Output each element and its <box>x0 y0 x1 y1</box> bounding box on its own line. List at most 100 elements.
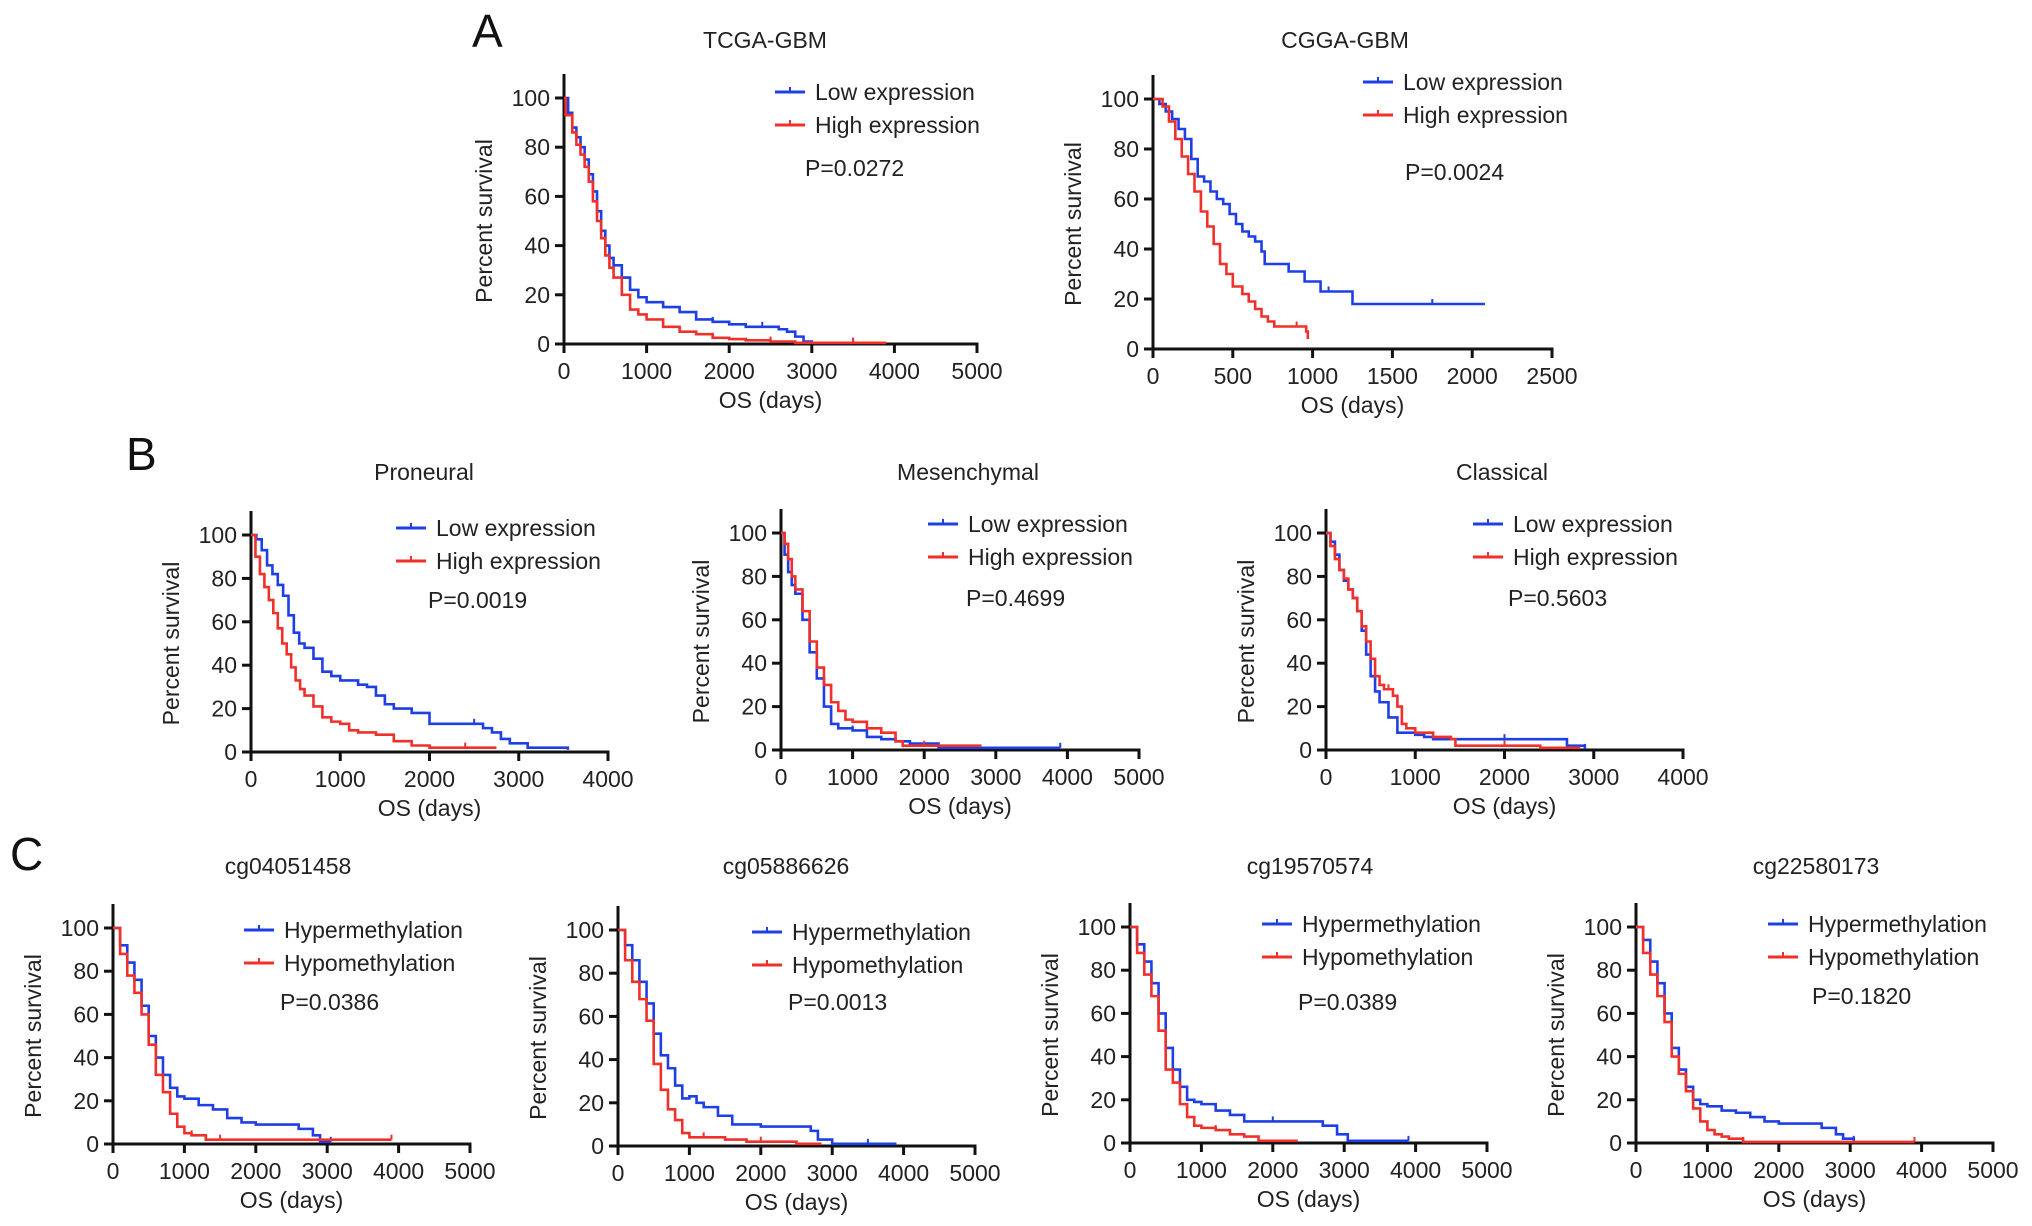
km-curve-red <box>618 928 822 1146</box>
y-tick-label: 60 <box>1113 186 1139 212</box>
x-tick-label: 3000 <box>970 764 1021 790</box>
y-axis-label: Percent survival <box>688 560 714 724</box>
km-curve-blue <box>564 96 854 345</box>
x-tick-label: 3000 <box>1825 1157 1876 1183</box>
y-tick-label: 80 <box>1113 136 1139 162</box>
y-tick-label: 60 <box>1596 1000 1622 1026</box>
x-tick-label: 500 <box>1214 363 1252 389</box>
x-axis-label: OS (days) <box>745 1189 849 1215</box>
x-tick-label: 0 <box>1320 764 1333 790</box>
y-tick-label: 100 <box>61 915 99 941</box>
x-tick-label: 5000 <box>444 1158 495 1184</box>
x-tick-label: 2500 <box>1526 363 1577 389</box>
y-tick-label: 80 <box>1090 957 1116 983</box>
y-axis-label: Percent survival <box>1233 560 1259 724</box>
panel-letter-b: B <box>126 428 157 480</box>
km-curve-red <box>1326 531 1581 750</box>
y-tick-label: 80 <box>73 958 99 984</box>
y-tick-label: 0 <box>1299 737 1312 763</box>
y-tick-label: 100 <box>1078 914 1116 940</box>
y-tick-label: 60 <box>578 1003 604 1029</box>
legend-label: Low expression <box>968 511 1128 537</box>
panel-letter-a: A <box>472 5 503 57</box>
y-tick-label: 20 <box>1596 1087 1622 1113</box>
x-axis-label: OS (days) <box>378 795 482 821</box>
y-tick-label: 40 <box>578 1047 604 1073</box>
p-value-label: P=0.0389 <box>1298 989 1397 1015</box>
x-tick-label: 0 <box>1630 1157 1643 1183</box>
x-axis-label: OS (days) <box>719 387 823 413</box>
x-tick-label: 5000 <box>949 1160 1000 1186</box>
p-value-label: P=0.1820 <box>1812 983 1911 1009</box>
x-tick-label: 1000 <box>159 1158 210 1184</box>
km-curve-red <box>1636 925 1915 1144</box>
legend-label: Hypermethylation <box>792 919 971 945</box>
y-axis-label: Percent survival <box>158 562 184 726</box>
y-tick-label: 40 <box>1596 1044 1622 1070</box>
x-axis-label: OS (days) <box>908 793 1012 819</box>
x-tick-label: 0 <box>107 1158 120 1184</box>
x-tick-label: 2000 <box>735 1160 786 1186</box>
legend-label: High expression <box>1403 102 1568 128</box>
p-value-label: P=0.4699 <box>966 585 1065 611</box>
x-tick-label: 2000 <box>899 764 950 790</box>
y-tick-label: 0 <box>86 1131 99 1157</box>
y-tick-label: 100 <box>566 917 604 943</box>
y-tick-label: 80 <box>211 565 237 591</box>
chart-title: TCGA-GBM <box>703 27 827 53</box>
km-curve-red <box>781 531 982 747</box>
x-tick-label: 4000 <box>869 358 920 384</box>
km-curve-red <box>1153 97 1310 339</box>
x-tick-label: 0 <box>1124 1157 1137 1183</box>
y-tick-label: 40 <box>1286 650 1312 676</box>
x-tick-label: 1000 <box>1390 764 1441 790</box>
p-value-label: P=0.0386 <box>280 989 379 1015</box>
y-tick-label: 0 <box>1126 336 1139 362</box>
legend-label: Hypermethylation <box>1808 911 1987 937</box>
y-tick-label: 40 <box>524 233 550 259</box>
x-tick-label: 4000 <box>1896 1157 1947 1183</box>
x-tick-label: 2000 <box>1479 764 1530 790</box>
x-tick-label: 2000 <box>1753 1157 1804 1183</box>
legend-label: Hypermethylation <box>1302 911 1481 937</box>
x-tick-label: 1000 <box>827 764 878 790</box>
y-tick-label: 0 <box>537 331 550 357</box>
x-tick-label: 3000 <box>493 766 544 792</box>
chart-title: cg04051458 <box>225 853 352 879</box>
y-axis-label: Percent survival <box>1037 953 1063 1117</box>
x-tick-label: 3000 <box>807 1160 858 1186</box>
legend-label: Hypermethylation <box>284 917 463 943</box>
x-tick-label: 3000 <box>302 1158 353 1184</box>
x-tick-label: 1500 <box>1367 363 1418 389</box>
y-tick-label: 100 <box>512 85 550 111</box>
legend-label: Hypomethylation <box>1808 944 1979 970</box>
x-tick-label: 0 <box>775 764 788 790</box>
y-tick-label: 100 <box>729 520 767 546</box>
x-tick-label: 0 <box>1147 363 1160 389</box>
km-curve-blue <box>113 926 331 1144</box>
x-axis-label: OS (days) <box>1257 1186 1361 1212</box>
x-tick-label: 5000 <box>1113 764 1164 790</box>
x-tick-label: 4000 <box>1042 764 1093 790</box>
x-tick-label: 1000 <box>621 358 672 384</box>
y-tick-label: 60 <box>211 609 237 635</box>
km-curve-blue <box>781 531 1061 750</box>
y-tick-label: 60 <box>1286 607 1312 633</box>
x-tick-label: 5000 <box>1967 1157 2018 1183</box>
p-value-label: P=0.0013 <box>788 989 887 1015</box>
y-tick-label: 20 <box>73 1088 99 1114</box>
y-axis-label: Percent survival <box>1543 953 1569 1117</box>
chart-title: Proneural <box>374 459 474 485</box>
y-tick-label: 40 <box>1090 1044 1116 1070</box>
x-tick-label: 2000 <box>1447 363 1498 389</box>
y-tick-label: 20 <box>1113 286 1139 312</box>
x-axis-label: OS (days) <box>1301 392 1405 418</box>
y-tick-label: 80 <box>524 134 550 160</box>
x-tick-label: 0 <box>558 358 571 384</box>
chart-title: cg19570574 <box>1247 853 1374 879</box>
